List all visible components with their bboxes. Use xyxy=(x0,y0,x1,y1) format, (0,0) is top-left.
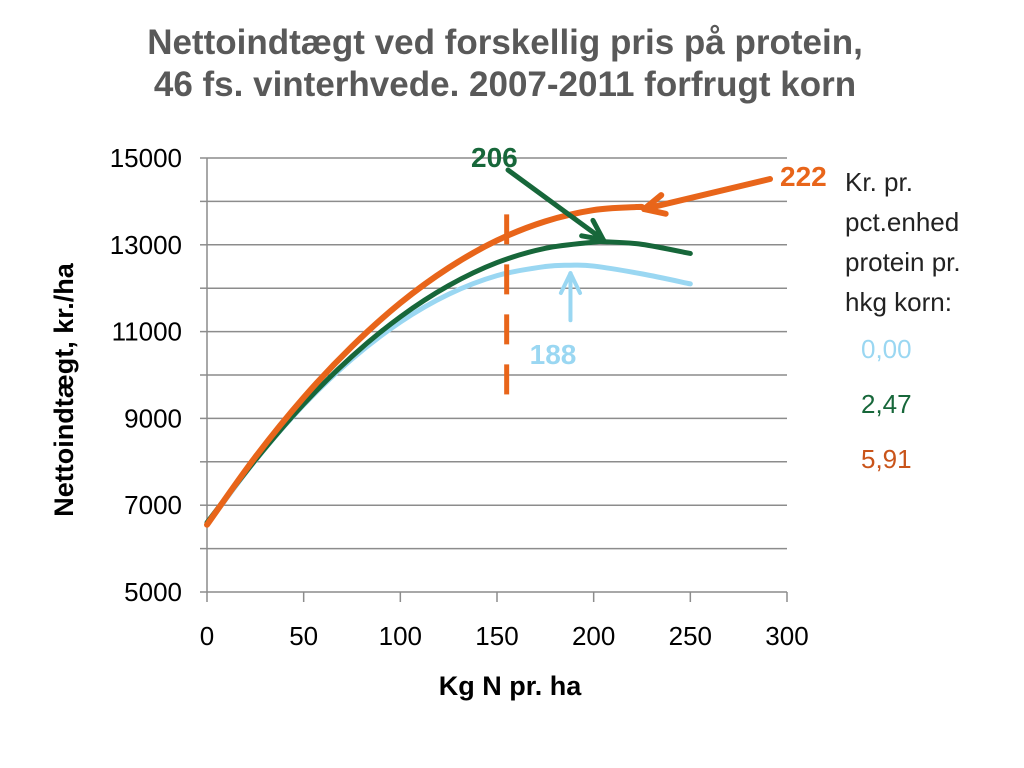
title-line-1: Nettoindtægt ved forskellig pris på prot… xyxy=(147,23,863,62)
y-tick-label: 5000 xyxy=(124,577,182,607)
x-tick-label: 300 xyxy=(765,621,808,651)
y-tick-label: 15000 xyxy=(110,143,182,173)
optimum-arrow-0-head xyxy=(558,271,573,296)
optimum-arrow-1-head xyxy=(590,217,606,243)
y-tick-label: 13000 xyxy=(110,230,182,260)
x-tick-label: 200 xyxy=(572,621,615,651)
x-tick-label: 0 xyxy=(200,621,214,651)
x-axis-label: Kg N pr. ha xyxy=(439,671,582,701)
optimum-arrow-1-head xyxy=(579,233,606,243)
chart-title: Nettoindtægt ved forskellig pris på prot… xyxy=(0,22,1010,106)
x-tick-label: 100 xyxy=(379,621,422,651)
legend-entry-2: 5,91 xyxy=(861,444,912,474)
legend-title-4: hkg korn: xyxy=(845,287,952,317)
optimum-label-0: 188 xyxy=(530,339,577,370)
y-tick-label: 9000 xyxy=(124,403,182,433)
optimum-arrow-2 xyxy=(641,176,773,213)
legend-title-3: protein pr. xyxy=(845,247,961,277)
optimum-label-1: 206 xyxy=(471,142,518,173)
optimum-arrow-1 xyxy=(505,167,606,243)
optimum-arrow-2-head xyxy=(641,192,665,213)
x-tick-label: 250 xyxy=(669,621,712,651)
x-tick-label: 150 xyxy=(475,621,518,651)
series-line-1 xyxy=(204,238,693,526)
y-tick-label: 11000 xyxy=(112,317,182,347)
legend-title-1: Kr. pr. xyxy=(845,167,913,197)
series-line-0 xyxy=(204,262,693,528)
legend-entry-0: 0,00 xyxy=(861,334,912,364)
legend-title-2: pct.enhed xyxy=(845,207,960,237)
optimum-arrow-0-head xyxy=(568,271,583,296)
x-tick-label: 50 xyxy=(289,621,318,651)
legend-entry-1: 2,47 xyxy=(861,389,912,419)
y-axis-label: Nettoindtægt, kr./ha xyxy=(49,262,79,516)
y-tick-label: 7000 xyxy=(124,490,182,520)
optimum-label-2: 222 xyxy=(780,161,827,192)
legend: Kr. pr. pct.enhed protein pr. hkg korn: … xyxy=(845,162,961,487)
title-line-2: 46 fs. vinterhvede. 2007-2011 forfrugt k… xyxy=(153,65,857,104)
series-line-2 xyxy=(204,203,645,528)
